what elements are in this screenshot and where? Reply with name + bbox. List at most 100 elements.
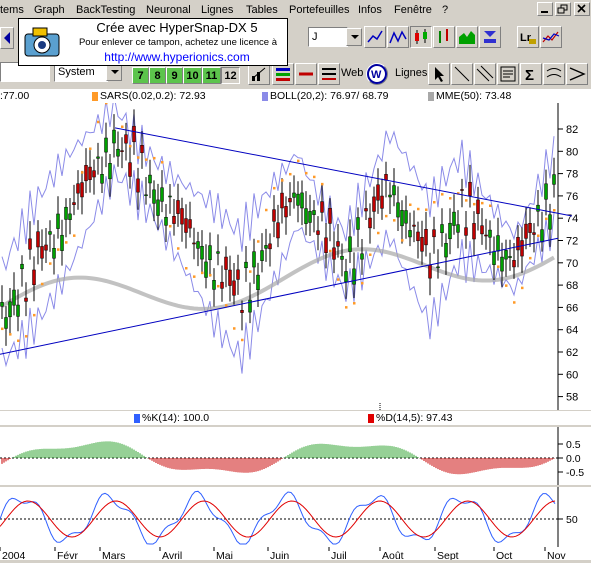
sar-dot <box>25 335 28 338</box>
candle-body <box>516 236 520 251</box>
sar-dot <box>33 313 36 317</box>
stochastic-pane[interactable]: 50 <box>0 487 591 547</box>
sar-dot <box>417 207 420 211</box>
zigzag-chart-icon[interactable] <box>387 26 409 48</box>
trend-line-icon[interactable] <box>451 63 473 85</box>
candle-body <box>152 189 156 204</box>
period-button[interactable]: 8 <box>149 67 166 84</box>
candle-body <box>248 299 252 313</box>
candle-body <box>400 210 404 227</box>
period-button[interactable]: 11 <box>202 67 221 84</box>
month-label: Avril <box>162 550 182 560</box>
parallel-lines-icon[interactable] <box>474 63 496 85</box>
regression-icon[interactable] <box>543 63 565 85</box>
menu-item[interactable]: Graph <box>34 4 65 16</box>
candle-body <box>432 229 436 238</box>
sort-descending-icon[interactable] <box>479 26 501 48</box>
candle-body <box>4 317 8 329</box>
candle-body <box>272 209 276 222</box>
candle-body <box>552 174 556 185</box>
sar-dot <box>1 327 4 331</box>
candle-body <box>284 206 288 218</box>
candle-body <box>128 162 132 177</box>
price-tick-label: 74 <box>566 213 578 225</box>
horizontal-line-icon[interactable] <box>295 63 317 85</box>
sar-dot <box>185 267 188 270</box>
boll-swatch <box>262 92 268 101</box>
candle-body <box>492 251 496 265</box>
menu-item[interactable]: Neuronal <box>146 4 191 16</box>
pointer-icon[interactable] <box>428 63 450 85</box>
candle-body <box>44 244 48 251</box>
palette-icon[interactable] <box>318 63 340 85</box>
candlestick-icon[interactable] <box>410 26 432 48</box>
line-chart-icon[interactable] <box>364 26 386 48</box>
candle-body <box>388 194 392 198</box>
candle-body <box>444 243 448 258</box>
boll-lower-band <box>1 164 555 374</box>
sar-dot <box>225 304 228 307</box>
magnify-icon[interactable] <box>540 26 562 48</box>
bar-chart-icon[interactable] <box>433 26 455 48</box>
period-button-selected[interactable]: 12 <box>221 67 240 84</box>
minimize-button[interactable] <box>537 2 553 16</box>
oscillator-pane[interactable]: 0.5 0.0 -0.5 <box>0 427 591 485</box>
text-icon[interactable] <box>497 63 519 85</box>
candle-body <box>420 236 424 252</box>
candle-body <box>368 217 372 229</box>
menu-item[interactable]: Portefeuilles <box>289 4 350 16</box>
candle-body <box>288 198 292 203</box>
period-field[interactable]: J <box>308 27 348 47</box>
menu-item[interactable]: Infos <box>358 4 382 16</box>
sar-dot <box>393 219 396 222</box>
period-button[interactable]: 9 <box>166 67 183 84</box>
area-chart-icon[interactable] <box>456 26 478 48</box>
web-icon[interactable]: W <box>366 63 388 85</box>
menu-item[interactable]: tems <box>0 4 24 16</box>
sar-dot <box>233 327 236 330</box>
period-button[interactable]: 10 <box>183 67 202 84</box>
sar-dot <box>457 192 460 195</box>
sar-dot <box>249 270 252 273</box>
chart-type-icon[interactable] <box>248 63 270 85</box>
arrow-icon[interactable] <box>566 63 588 85</box>
stochastic-chart[interactable]: 50 <box>0 487 591 547</box>
candle-body <box>32 269 36 286</box>
price-chart[interactable]: 82 80 78 76 74 72 70 68 66 64 62 60 58 <box>0 95 591 410</box>
menu-item[interactable]: Fenêtre <box>394 4 432 16</box>
period-button[interactable]: 7 <box>132 67 149 84</box>
sar-dot <box>193 275 196 278</box>
system-field[interactable]: System <box>54 62 108 82</box>
color-bars-icon[interactable] <box>272 63 294 85</box>
candle-body <box>252 251 256 268</box>
menu-item[interactable]: Tables <box>246 4 278 16</box>
sar-dot <box>89 147 92 150</box>
mme-swatch <box>428 92 434 101</box>
sigma-icon[interactable]: Σ <box>520 63 542 85</box>
sar-dot <box>265 208 268 212</box>
stamp-link[interactable]: http://www.hyperionics.com <box>104 50 250 64</box>
menu-item[interactable]: BackTesting <box>76 4 136 16</box>
menu-item[interactable]: Lignes <box>201 4 234 16</box>
candle-body <box>292 192 296 198</box>
month-label: Nov <box>547 550 566 560</box>
sar-dot <box>17 339 20 343</box>
oscillator-chart[interactable]: 0.5 0.0 -0.5 <box>0 427 591 485</box>
close-button[interactable] <box>574 2 590 16</box>
price-chart-pane[interactable]: 82 80 78 76 74 72 70 68 66 64 62 60 58 <box>0 95 591 410</box>
back-arrow-icon[interactable] <box>0 27 14 49</box>
period-dropdown-button[interactable] <box>346 28 362 46</box>
osc-tick-label: 0.0 <box>566 453 581 465</box>
candle-body <box>172 216 176 224</box>
svg-text:Σ: Σ <box>525 67 534 84</box>
time-axis: 2004 Févr Mars Avril Mai Juin Juil Août Sept Oct N… <box>0 547 591 562</box>
restore-button[interactable] <box>555 2 571 16</box>
candle-body <box>148 174 152 184</box>
candle-body <box>208 245 212 261</box>
menu-item[interactable]: ? <box>442 4 449 16</box>
sar-dot <box>385 214 388 218</box>
lock-icon[interactable]: Lr <box>517 26 539 48</box>
candle-body <box>68 213 72 220</box>
candle-body <box>384 174 388 181</box>
sar-dot <box>161 161 164 164</box>
